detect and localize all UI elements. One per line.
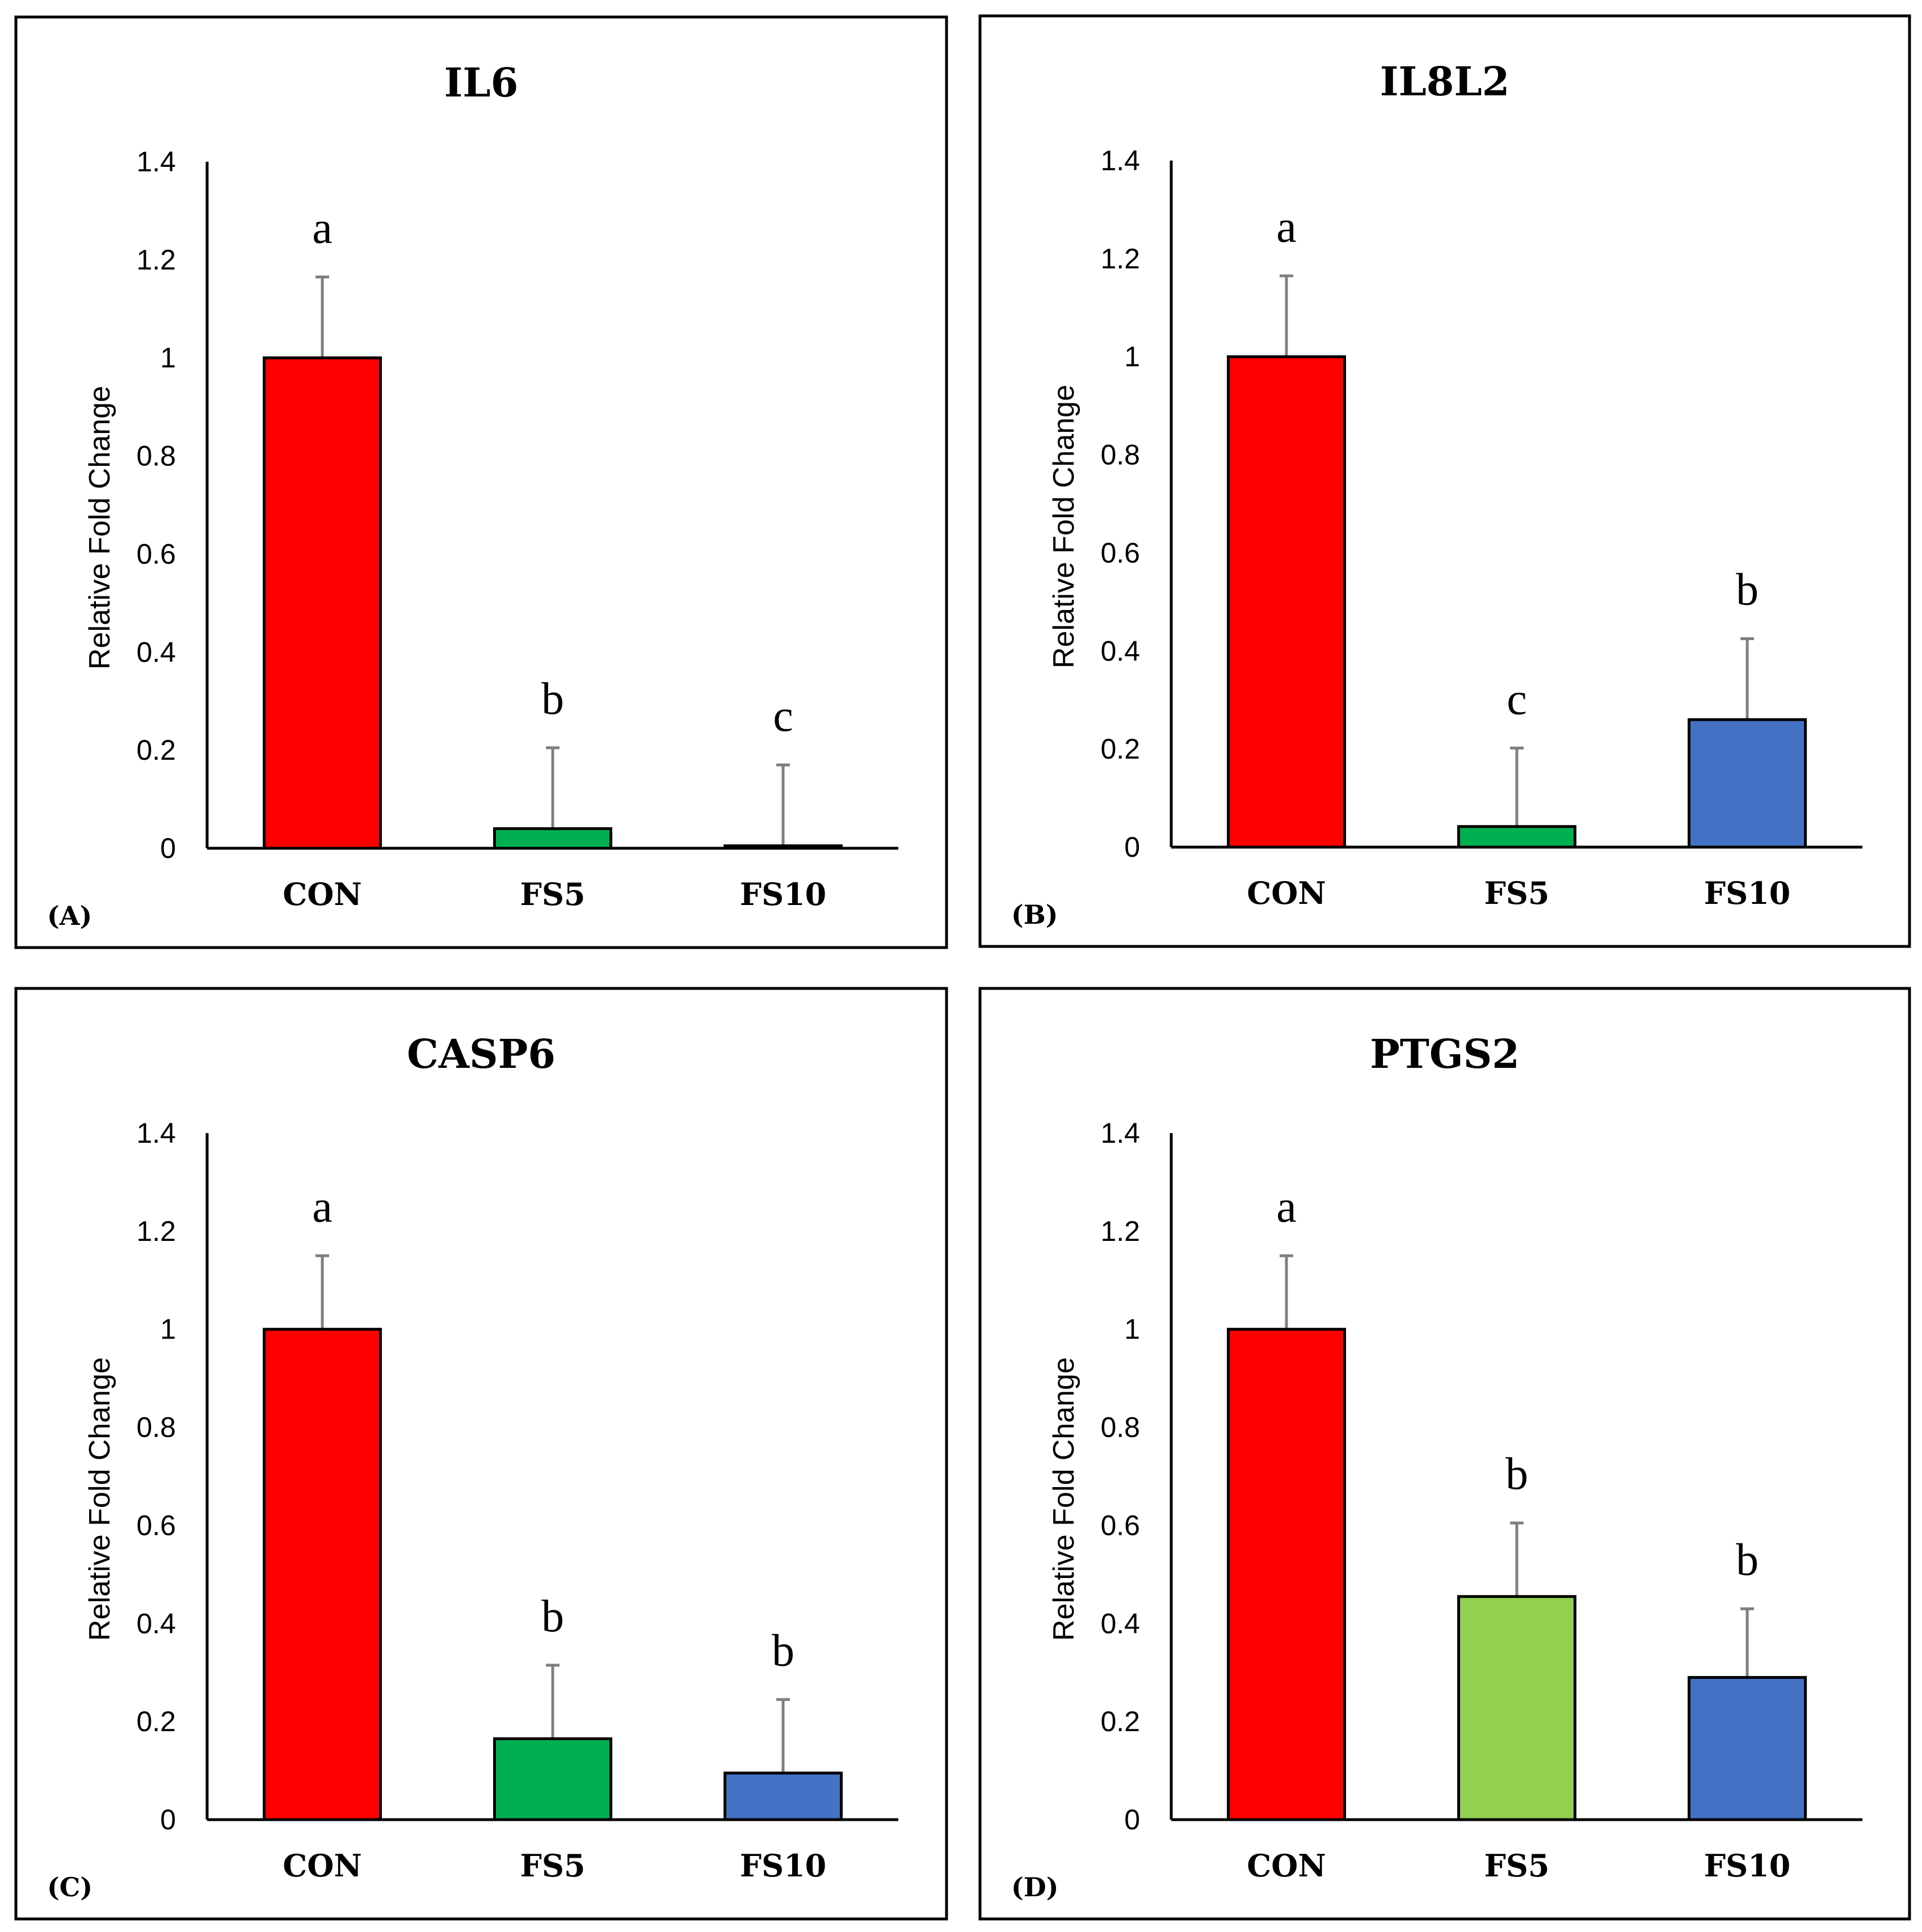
y-tick-label: 0 (1124, 1804, 1140, 1836)
x-tick-label-con: CON (283, 876, 361, 912)
y-tick-label: 0.2 (1100, 1706, 1140, 1737)
y-tick-label: 0.4 (136, 636, 176, 668)
y-tick-label: 0.8 (1100, 1412, 1140, 1443)
panel-label: (B) (1011, 899, 1058, 930)
y-tick-label: 1.4 (1100, 145, 1140, 176)
significance-letter-con: a (1276, 1182, 1297, 1232)
y-tick-label: 0.8 (1100, 439, 1140, 471)
x-tick-label-fs5: FS5 (520, 1847, 586, 1884)
y-tick-label: 0 (160, 832, 176, 864)
bar-fs5 (1457, 825, 1576, 849)
y-tick-label: 0.6 (136, 1509, 176, 1541)
significance-letter-fs5: b (1505, 1449, 1528, 1499)
y-tick-label: 0.6 (1100, 537, 1140, 569)
y-tick-label: 0.8 (136, 440, 176, 472)
y-tick-label: 1.4 (1100, 1117, 1140, 1149)
bar-fs10 (1688, 718, 1807, 849)
y-tick-label: 1.4 (136, 1117, 176, 1149)
x-tick-label-fs10: FS10 (740, 876, 826, 912)
panel-label: (D) (1011, 1872, 1058, 1902)
chart-panel-1: IL6 Relative Fold Change 0 0.2 0.4 0.6 0.8 1 1.2… (14, 15, 948, 949)
y-tick-label: 1.2 (136, 244, 176, 276)
x-tick-label-con: CON (283, 1847, 361, 1884)
significance-letter-fs5: b (541, 674, 564, 724)
significance-letter-con: a (312, 1182, 333, 1232)
x-tick-label-fs5: FS5 (1484, 1847, 1550, 1884)
bar-con (263, 356, 382, 850)
x-tick-label-con: CON (1247, 875, 1326, 911)
bar-con (1227, 355, 1346, 849)
bar-fs5 (1457, 1595, 1576, 1821)
y-tick-label: 1.4 (136, 146, 176, 178)
y-tick-label: 1 (160, 1314, 176, 1345)
y-tick-label: 1 (1124, 341, 1140, 373)
bar-fs5 (493, 1737, 612, 1821)
significance-letter-con: a (312, 203, 333, 253)
y-tick-label: 1.2 (136, 1215, 176, 1247)
y-tick-label: 0.6 (136, 538, 176, 570)
y-tick-label: 0.2 (136, 734, 176, 766)
bar-con (1227, 1328, 1346, 1821)
bar-fs5 (493, 827, 612, 850)
chart-panel-2: IL8L2 Relative Fold Change 0 0.2 0.4 0.6 0.8 1 1… (978, 14, 1911, 948)
bar-con (263, 1328, 382, 1821)
x-tick-label-fs10: FS10 (740, 1847, 826, 1884)
significance-letter-fs10: b (1736, 565, 1759, 615)
y-tick-label: 0 (1124, 831, 1140, 863)
y-tick-label: 1 (160, 342, 176, 374)
x-tick-label-fs10: FS10 (1704, 1847, 1790, 1884)
x-tick-label-fs10: FS10 (1704, 875, 1790, 911)
y-axis-label: Relative Fold Change (1048, 1357, 1080, 1641)
bar-fs10 (724, 844, 843, 850)
y-axis-label: Relative Fold Change (1048, 385, 1080, 668)
bar-fs10 (724, 1771, 843, 1821)
significance-letter-fs5: b (541, 1592, 564, 1641)
significance-letter-fs10: b (1736, 1535, 1759, 1585)
panel-label: (C) (47, 1872, 92, 1902)
y-tick-label: 0.2 (136, 1706, 176, 1737)
y-tick-label: 0.6 (1100, 1509, 1140, 1541)
bar-fs10 (1688, 1676, 1807, 1821)
y-axis-label: Relative Fold Change (83, 1357, 116, 1641)
chart-panel-4: PTGS2 Relative Fold Change 0 0.2 0.4 0.6 0.8 1 1… (978, 987, 1911, 1921)
chart-title: PTGS2 (1370, 1030, 1520, 1077)
y-tick-label: 1 (1124, 1314, 1140, 1345)
x-tick-label-fs5: FS5 (520, 876, 586, 912)
y-tick-label: 1.2 (1100, 1215, 1140, 1247)
significance-letter-fs5: c (1507, 674, 1527, 724)
chart-title: IL6 (444, 59, 519, 106)
y-tick-label: 0.8 (136, 1412, 176, 1443)
y-axis-label: Relative Fold Change (83, 386, 116, 670)
y-tick-label: 0.2 (1100, 733, 1140, 765)
chart-title: IL8L2 (1380, 58, 1510, 105)
x-tick-label-fs5: FS5 (1484, 875, 1550, 911)
chart-panel-3: CASP6 Relative Fold Change 0 0.2 0.4 0.6 0.8 1 1… (14, 987, 948, 1921)
panel-frame (14, 15, 948, 949)
y-tick-label: 0.4 (1100, 635, 1140, 667)
significance-letter-fs10: b (772, 1626, 794, 1676)
y-tick-label: 0 (160, 1804, 176, 1836)
significance-letter-con: a (1276, 202, 1297, 252)
panel-frame (14, 987, 948, 1921)
x-tick-label-con: CON (1247, 1847, 1326, 1884)
chart-title: CASP6 (407, 1030, 556, 1077)
significance-letter-fs10: c (773, 691, 793, 741)
y-tick-label: 1.2 (1100, 243, 1140, 275)
y-tick-label: 0.4 (136, 1607, 176, 1639)
panel-label: (A) (47, 900, 92, 931)
y-tick-label: 0.4 (1100, 1607, 1140, 1639)
